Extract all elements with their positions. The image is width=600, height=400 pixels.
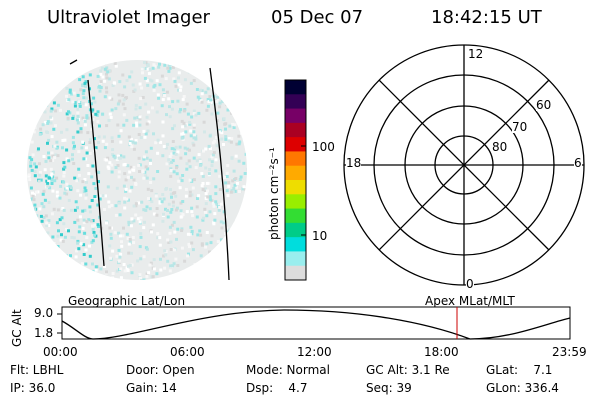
status-glat: GLat: 7.1 <box>486 363 553 377</box>
polar-label-60: 60 <box>536 98 552 112</box>
status-seq: Seq: 39 <box>366 381 412 395</box>
colorbar-segment <box>285 251 306 267</box>
status-glon: GLon: 336.4 <box>486 381 559 395</box>
status-door: Door: Open <box>126 363 195 377</box>
polar-label-18: 18 <box>346 156 362 170</box>
colorbar-segment <box>285 80 306 95</box>
colorbar-segment <box>285 165 306 181</box>
status-mode: Mode: Normal <box>246 363 330 377</box>
colorbar-segment <box>285 194 306 210</box>
limb-tick <box>69 59 78 65</box>
terminator-line-left <box>87 79 105 267</box>
status-dsp: Dsp: 4.7 <box>246 381 308 395</box>
status-gain: Gain: 14 <box>126 381 177 395</box>
alt-plot-ytick-9: 9.0 <box>34 306 54 320</box>
alt-plot-xtick-0600: 06:00 <box>170 345 205 359</box>
colorbar-segment <box>285 137 306 152</box>
time-label: 18:42:15 UT <box>431 7 542 28</box>
alt-plot-left-title: Geographic Lat/Lon <box>68 294 186 308</box>
colorbar-segment <box>285 208 306 224</box>
alt-plot-right-title: Apex MLat/MLT <box>425 294 515 308</box>
alt-plot-xtick-1200: 12:00 <box>297 345 332 359</box>
alt-plot-ytick-1-8: 1.8 <box>34 326 54 340</box>
polar-label-12: 12 <box>468 47 484 61</box>
colorbar-gradient <box>285 80 306 281</box>
polar-label-70: 70 <box>512 120 528 134</box>
image-disk <box>27 60 247 280</box>
colorbar-frame <box>284 79 307 281</box>
alt-plot-xtick-2359: 23:59 <box>552 345 587 359</box>
colorbar-segment <box>285 94 306 110</box>
date-label: 05 Dec 07 <box>271 7 364 28</box>
status-gc-alt: GC Alt: 3.1 Re <box>366 363 450 377</box>
polar-diagonal-2 <box>378 79 550 251</box>
colorbar-segment <box>285 151 306 167</box>
colorbar-tick-100: 100 <box>312 140 335 154</box>
colorbar-tick-10: 10 <box>312 229 328 243</box>
alt-plot-frame <box>61 306 571 340</box>
colorbar-segment <box>285 108 306 124</box>
instrument-title: Ultraviolet Imager <box>47 7 210 28</box>
polar-label-0: 0 <box>466 277 474 291</box>
colorbar-segment <box>285 222 306 238</box>
colorbar-segment <box>285 180 306 195</box>
terminator-line-right <box>209 67 230 281</box>
alt-curve <box>61 309 571 340</box>
polar-label-6: 6 <box>574 156 582 170</box>
colorbar-segment <box>285 122 306 138</box>
colorbar-segment <box>285 237 306 252</box>
polar-label-80: 80 <box>492 140 508 154</box>
status-ip: IP: 36.0 <box>10 381 56 395</box>
alt-plot-xtick-0000: 00:00 <box>43 345 78 359</box>
status-filter: Flt: LBHL <box>10 363 64 377</box>
colorbar-segment <box>285 265 306 281</box>
alt-plot-xtick-1800: 18:00 <box>424 345 459 359</box>
